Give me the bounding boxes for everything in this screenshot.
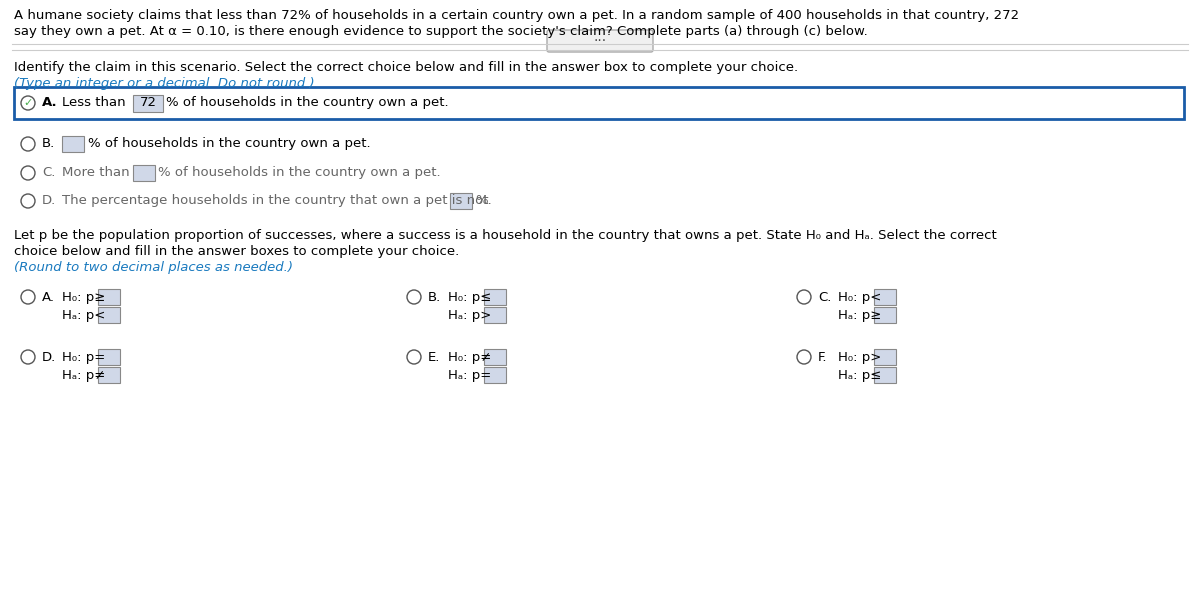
Text: Less than: Less than: [62, 96, 126, 109]
Text: ✓: ✓: [23, 98, 32, 108]
Text: Hₐ: p≥: Hₐ: p≥: [838, 309, 881, 322]
FancyBboxPatch shape: [874, 349, 896, 365]
Text: % of households in the country own a pet.: % of households in the country own a pet…: [158, 166, 440, 179]
FancyBboxPatch shape: [98, 349, 120, 365]
Circle shape: [22, 96, 35, 110]
Text: H₀: p≠: H₀: p≠: [448, 351, 491, 364]
Circle shape: [407, 350, 421, 364]
Text: More than: More than: [62, 166, 130, 179]
Text: H₀: p=: H₀: p=: [62, 351, 106, 364]
Text: Let p be the population proportion of successes, where a success is a household : Let p be the population proportion of su…: [14, 229, 997, 242]
Text: D.: D.: [42, 351, 56, 364]
Circle shape: [797, 350, 811, 364]
Text: choice below and fill in the answer boxes to complete your choice.: choice below and fill in the answer boxe…: [14, 245, 460, 258]
FancyBboxPatch shape: [98, 289, 120, 305]
Text: C.: C.: [42, 166, 55, 179]
Text: Hₐ: p≠: Hₐ: p≠: [62, 369, 106, 382]
FancyBboxPatch shape: [484, 307, 506, 323]
FancyBboxPatch shape: [133, 165, 155, 181]
Circle shape: [22, 166, 35, 180]
Text: say they own a pet. At α = 0.10, is there enough evidence to support the society: say they own a pet. At α = 0.10, is ther…: [14, 25, 868, 38]
Text: Identify the claim in this scenario. Select the correct choice below and fill in: Identify the claim in this scenario. Sel…: [14, 61, 798, 74]
Text: B.: B.: [428, 291, 442, 304]
Text: Hₐ: p>: Hₐ: p>: [448, 309, 491, 322]
Text: ···: ···: [594, 34, 606, 48]
Text: Hₐ: p<: Hₐ: p<: [62, 309, 106, 322]
FancyBboxPatch shape: [547, 30, 653, 52]
FancyBboxPatch shape: [484, 367, 506, 383]
Text: C.: C.: [818, 291, 832, 304]
Text: (Round to two decimal places as needed.): (Round to two decimal places as needed.): [14, 261, 293, 274]
Circle shape: [797, 290, 811, 304]
FancyBboxPatch shape: [98, 367, 120, 383]
Text: B.: B.: [42, 137, 55, 150]
FancyBboxPatch shape: [133, 95, 163, 111]
FancyBboxPatch shape: [14, 87, 1184, 119]
Text: F.: F.: [818, 351, 828, 364]
Text: (Type an integer or a decimal. Do not round.): (Type an integer or a decimal. Do not ro…: [14, 77, 314, 90]
Text: % of households in the country own a pet.: % of households in the country own a pet…: [88, 137, 371, 150]
Text: H₀: p<: H₀: p<: [838, 291, 881, 304]
FancyBboxPatch shape: [874, 307, 896, 323]
Text: 72: 72: [139, 96, 156, 109]
Text: Hₐ: p=: Hₐ: p=: [448, 369, 491, 382]
Text: A.: A.: [42, 96, 58, 109]
Circle shape: [22, 194, 35, 208]
Text: %.: %.: [475, 194, 492, 207]
Text: D.: D.: [42, 194, 56, 207]
FancyBboxPatch shape: [62, 136, 84, 152]
Text: The percentage households in the country that own a pet is not: The percentage households in the country…: [62, 194, 488, 207]
FancyBboxPatch shape: [484, 349, 506, 365]
Circle shape: [22, 290, 35, 304]
Circle shape: [22, 137, 35, 151]
Circle shape: [407, 290, 421, 304]
Text: % of households in the country own a pet.: % of households in the country own a pet…: [166, 96, 449, 109]
FancyBboxPatch shape: [450, 193, 472, 209]
FancyBboxPatch shape: [484, 289, 506, 305]
Text: A humane society claims that less than 72% of households in a certain country ow: A humane society claims that less than 7…: [14, 9, 1019, 22]
FancyBboxPatch shape: [874, 367, 896, 383]
FancyBboxPatch shape: [98, 307, 120, 323]
Circle shape: [22, 350, 35, 364]
Text: H₀: p>: H₀: p>: [838, 351, 881, 364]
Text: H₀: p≤: H₀: p≤: [448, 291, 491, 304]
Text: H₀: p≥: H₀: p≥: [62, 291, 106, 304]
Text: A.: A.: [42, 291, 55, 304]
Text: Hₐ: p≤: Hₐ: p≤: [838, 369, 881, 382]
FancyBboxPatch shape: [874, 289, 896, 305]
Text: E.: E.: [428, 351, 440, 364]
